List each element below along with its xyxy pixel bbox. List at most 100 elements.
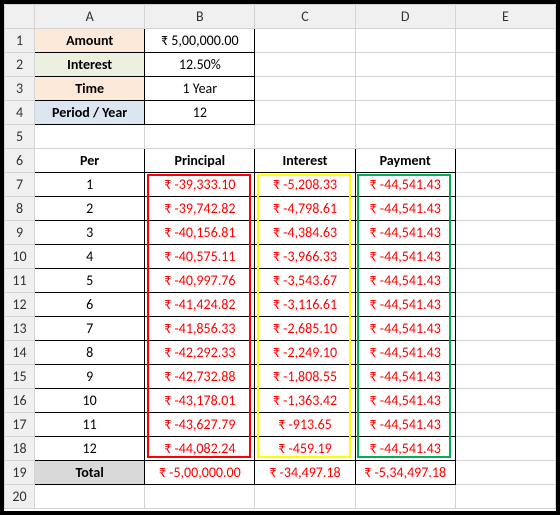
label-period-year[interactable]: Period / Year (35, 101, 145, 125)
principal-cell-8[interactable]: ₹ -42,732.88 (145, 365, 255, 389)
per-cell-9[interactable]: 10 (35, 389, 145, 413)
payment-cell-1[interactable]: ₹ -44,541.43 (355, 197, 455, 221)
cell-E6[interactable] (455, 149, 555, 173)
row-header-15[interactable]: 15 (5, 365, 35, 389)
row-header-5[interactable]: 5 (5, 125, 35, 149)
payment-cell-4[interactable]: ₹ -44,541.43 (355, 269, 455, 293)
interest-cell-0[interactable]: ₹ -5,208.33 (255, 173, 355, 197)
per-cell-7[interactable]: 8 (35, 341, 145, 365)
col-header-C[interactable]: C (255, 5, 355, 29)
cell-B20[interactable] (145, 485, 255, 509)
row-header-16[interactable]: 16 (5, 389, 35, 413)
payment-cell-0[interactable]: ₹ -44,541.43 (355, 173, 455, 197)
row-header-8[interactable]: 8 (5, 197, 35, 221)
cell-E13[interactable] (455, 317, 555, 341)
col-header-A[interactable]: A (35, 5, 145, 29)
row-header-12[interactable]: 12 (5, 293, 35, 317)
cell-E10[interactable] (455, 245, 555, 269)
row-header-17[interactable]: 17 (5, 413, 35, 437)
row-header-14[interactable]: 14 (5, 341, 35, 365)
cell-E2[interactable] (455, 53, 555, 77)
payment-cell-9[interactable]: ₹ -44,541.43 (355, 389, 455, 413)
row-header-4[interactable]: 4 (5, 101, 35, 125)
payment-cell-11[interactable]: ₹ -44,541.43 (355, 437, 455, 461)
interest-cell-10[interactable]: ₹ -913.65 (255, 413, 355, 437)
cell-E15[interactable] (455, 365, 555, 389)
per-cell-3[interactable]: 4 (35, 245, 145, 269)
principal-cell-11[interactable]: ₹ -44,082.24 (145, 437, 255, 461)
principal-cell-3[interactable]: ₹ -40,575.11 (145, 245, 255, 269)
cell-E14[interactable] (455, 341, 555, 365)
cell-E16[interactable] (455, 389, 555, 413)
per-cell-0[interactable]: 1 (35, 173, 145, 197)
per-cell-6[interactable]: 7 (35, 317, 145, 341)
payment-cell-8[interactable]: ₹ -44,541.43 (355, 365, 455, 389)
row-header-6[interactable]: 6 (5, 149, 35, 173)
cell-E9[interactable] (455, 221, 555, 245)
payment-cell-6[interactable]: ₹ -44,541.43 (355, 317, 455, 341)
principal-cell-5[interactable]: ₹ -41,424.82 (145, 293, 255, 317)
per-cell-5[interactable]: 6 (35, 293, 145, 317)
value-amount[interactable]: ₹ 5,00,000.00 (145, 29, 255, 53)
cell-D1[interactable] (355, 29, 455, 53)
total-payment[interactable]: ₹ -5,34,497.18 (355, 461, 455, 485)
cell-D2[interactable] (355, 53, 455, 77)
interest-cell-2[interactable]: ₹ -4,384.63 (255, 221, 355, 245)
row-header-9[interactable]: 9 (5, 221, 35, 245)
row-header-1[interactable]: 1 (5, 29, 35, 53)
row-header-20[interactable]: 20 (5, 485, 35, 509)
cell-E19[interactable] (455, 461, 555, 485)
cell-E8[interactable] (455, 197, 555, 221)
principal-cell-4[interactable]: ₹ -40,997.76 (145, 269, 255, 293)
payment-cell-7[interactable]: ₹ -44,541.43 (355, 341, 455, 365)
interest-cell-8[interactable]: ₹ -1,808.55 (255, 365, 355, 389)
row-header-11[interactable]: 11 (5, 269, 35, 293)
per-cell-11[interactable]: 12 (35, 437, 145, 461)
payment-cell-10[interactable]: ₹ -44,541.43 (355, 413, 455, 437)
header-per[interactable]: Per (35, 149, 145, 173)
principal-cell-2[interactable]: ₹ -40,156.81 (145, 221, 255, 245)
cell-D3[interactable] (355, 77, 455, 101)
row-header-13[interactable]: 13 (5, 317, 35, 341)
cell-E3[interactable] (455, 77, 555, 101)
cell-C20[interactable] (255, 485, 355, 509)
cell-B5[interactable] (145, 125, 255, 149)
cell-D4[interactable] (355, 101, 455, 125)
col-header-D[interactable]: D (355, 5, 455, 29)
row-header-19[interactable]: 19 (5, 461, 35, 485)
cell-D20[interactable] (355, 485, 455, 509)
header-principal[interactable]: Principal (145, 149, 255, 173)
cell-E1[interactable] (455, 29, 555, 53)
header-payment[interactable]: Payment (355, 149, 455, 173)
principal-cell-7[interactable]: ₹ -42,292.33 (145, 341, 255, 365)
interest-cell-1[interactable]: ₹ -4,798.61 (255, 197, 355, 221)
cell-E7[interactable] (455, 173, 555, 197)
cell-E17[interactable] (455, 413, 555, 437)
per-cell-2[interactable]: 3 (35, 221, 145, 245)
cell-D5[interactable] (355, 125, 455, 149)
payment-cell-2[interactable]: ₹ -44,541.43 (355, 221, 455, 245)
label-interest[interactable]: Interest (35, 53, 145, 77)
interest-cell-7[interactable]: ₹ -2,249.10 (255, 341, 355, 365)
cell-C5[interactable] (255, 125, 355, 149)
cell-E12[interactable] (455, 293, 555, 317)
col-header-B[interactable]: B (145, 5, 255, 29)
per-cell-8[interactable]: 9 (35, 365, 145, 389)
principal-cell-9[interactable]: ₹ -43,178.01 (145, 389, 255, 413)
cell-C1[interactable] (255, 29, 355, 53)
cell-C3[interactable] (255, 77, 355, 101)
cell-A5[interactable] (35, 125, 145, 149)
row-header-2[interactable]: 2 (5, 53, 35, 77)
interest-cell-3[interactable]: ₹ -3,966.33 (255, 245, 355, 269)
total-principal[interactable]: ₹ -5,00,000.00 (145, 461, 255, 485)
principal-cell-6[interactable]: ₹ -41,856.33 (145, 317, 255, 341)
per-cell-10[interactable]: 11 (35, 413, 145, 437)
corner-cell[interactable] (5, 5, 35, 29)
per-cell-4[interactable]: 5 (35, 269, 145, 293)
cell-E20[interactable] (455, 485, 555, 509)
principal-cell-0[interactable]: ₹ -39,333.10 (145, 173, 255, 197)
row-header-18[interactable]: 18 (5, 437, 35, 461)
interest-cell-5[interactable]: ₹ -3,116.61 (255, 293, 355, 317)
cell-E11[interactable] (455, 269, 555, 293)
interest-cell-4[interactable]: ₹ -3,543.67 (255, 269, 355, 293)
